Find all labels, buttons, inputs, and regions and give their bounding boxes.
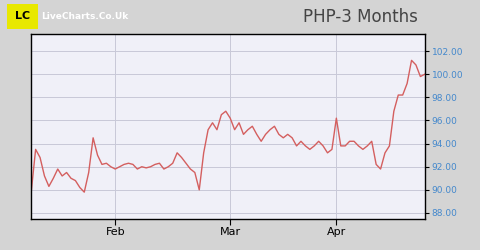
Text: LiveCharts.Co.Uk: LiveCharts.Co.Uk xyxy=(42,12,129,21)
Text: PHP-3 Months: PHP-3 Months xyxy=(303,8,418,26)
Text: LC: LC xyxy=(15,11,31,21)
FancyBboxPatch shape xyxy=(7,4,38,29)
